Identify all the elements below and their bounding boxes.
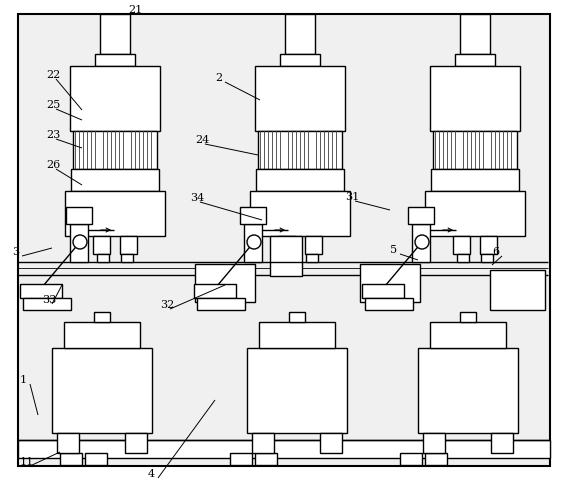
- Text: 6: 6: [492, 247, 499, 257]
- Text: 1: 1: [20, 375, 27, 385]
- Bar: [360, 264, 420, 302]
- Bar: [460, 312, 476, 322]
- Bar: [365, 298, 413, 310]
- Bar: [93, 236, 110, 254]
- Bar: [95, 54, 135, 66]
- Circle shape: [73, 235, 87, 249]
- Bar: [430, 66, 520, 131]
- Bar: [194, 284, 236, 298]
- Text: 3: 3: [12, 247, 19, 257]
- Bar: [23, 298, 71, 310]
- Circle shape: [247, 235, 261, 249]
- Bar: [100, 14, 130, 54]
- Text: 32: 32: [160, 300, 174, 310]
- Bar: [20, 284, 62, 298]
- Bar: [247, 348, 347, 433]
- Circle shape: [415, 235, 429, 249]
- Bar: [121, 254, 133, 262]
- Bar: [491, 433, 513, 453]
- Bar: [278, 236, 295, 254]
- Bar: [195, 264, 255, 302]
- Bar: [252, 433, 274, 453]
- Text: 25: 25: [46, 100, 60, 110]
- Bar: [244, 224, 262, 262]
- Bar: [430, 322, 506, 348]
- Bar: [66, 207, 92, 224]
- Bar: [94, 312, 110, 322]
- Bar: [431, 169, 519, 191]
- Bar: [120, 236, 137, 254]
- Text: 23: 23: [46, 130, 60, 140]
- Bar: [433, 131, 517, 169]
- Bar: [57, 433, 79, 453]
- Bar: [362, 284, 404, 298]
- Bar: [230, 453, 252, 465]
- Bar: [481, 254, 493, 262]
- Text: 31: 31: [345, 192, 359, 202]
- Bar: [282, 254, 294, 262]
- Bar: [85, 453, 107, 465]
- Text: 33: 33: [42, 295, 56, 305]
- Bar: [52, 348, 152, 433]
- Bar: [255, 66, 345, 131]
- Bar: [305, 236, 322, 254]
- Bar: [285, 14, 315, 54]
- Bar: [197, 298, 245, 310]
- Bar: [18, 440, 550, 458]
- Text: 34: 34: [190, 193, 204, 203]
- Bar: [408, 207, 434, 224]
- Bar: [65, 191, 165, 236]
- Bar: [250, 191, 350, 236]
- Text: 4: 4: [148, 469, 155, 479]
- Bar: [480, 236, 497, 254]
- Text: 24: 24: [195, 135, 209, 145]
- Bar: [255, 453, 277, 465]
- Bar: [240, 207, 266, 224]
- Bar: [425, 453, 447, 465]
- Bar: [97, 254, 109, 262]
- Bar: [71, 169, 159, 191]
- Text: 22: 22: [46, 70, 60, 80]
- Bar: [70, 66, 160, 131]
- Bar: [457, 254, 469, 262]
- Bar: [259, 322, 335, 348]
- Bar: [270, 236, 302, 276]
- Bar: [306, 254, 318, 262]
- Bar: [453, 236, 470, 254]
- Bar: [258, 131, 342, 169]
- Bar: [455, 54, 495, 66]
- Bar: [320, 433, 342, 453]
- Bar: [460, 14, 490, 54]
- Text: 2: 2: [215, 73, 222, 83]
- Bar: [256, 169, 344, 191]
- Bar: [412, 224, 430, 262]
- Text: 5: 5: [390, 245, 397, 255]
- Text: 11: 11: [20, 457, 34, 467]
- Bar: [423, 433, 445, 453]
- Bar: [64, 322, 140, 348]
- Bar: [289, 312, 305, 322]
- Bar: [490, 270, 545, 310]
- Bar: [73, 131, 157, 169]
- Bar: [280, 54, 320, 66]
- Bar: [425, 191, 525, 236]
- Text: 21: 21: [128, 5, 142, 15]
- Bar: [125, 433, 147, 453]
- Text: 26: 26: [46, 160, 60, 170]
- Bar: [400, 453, 422, 465]
- Bar: [60, 453, 82, 465]
- Bar: [70, 224, 88, 262]
- Bar: [418, 348, 518, 433]
